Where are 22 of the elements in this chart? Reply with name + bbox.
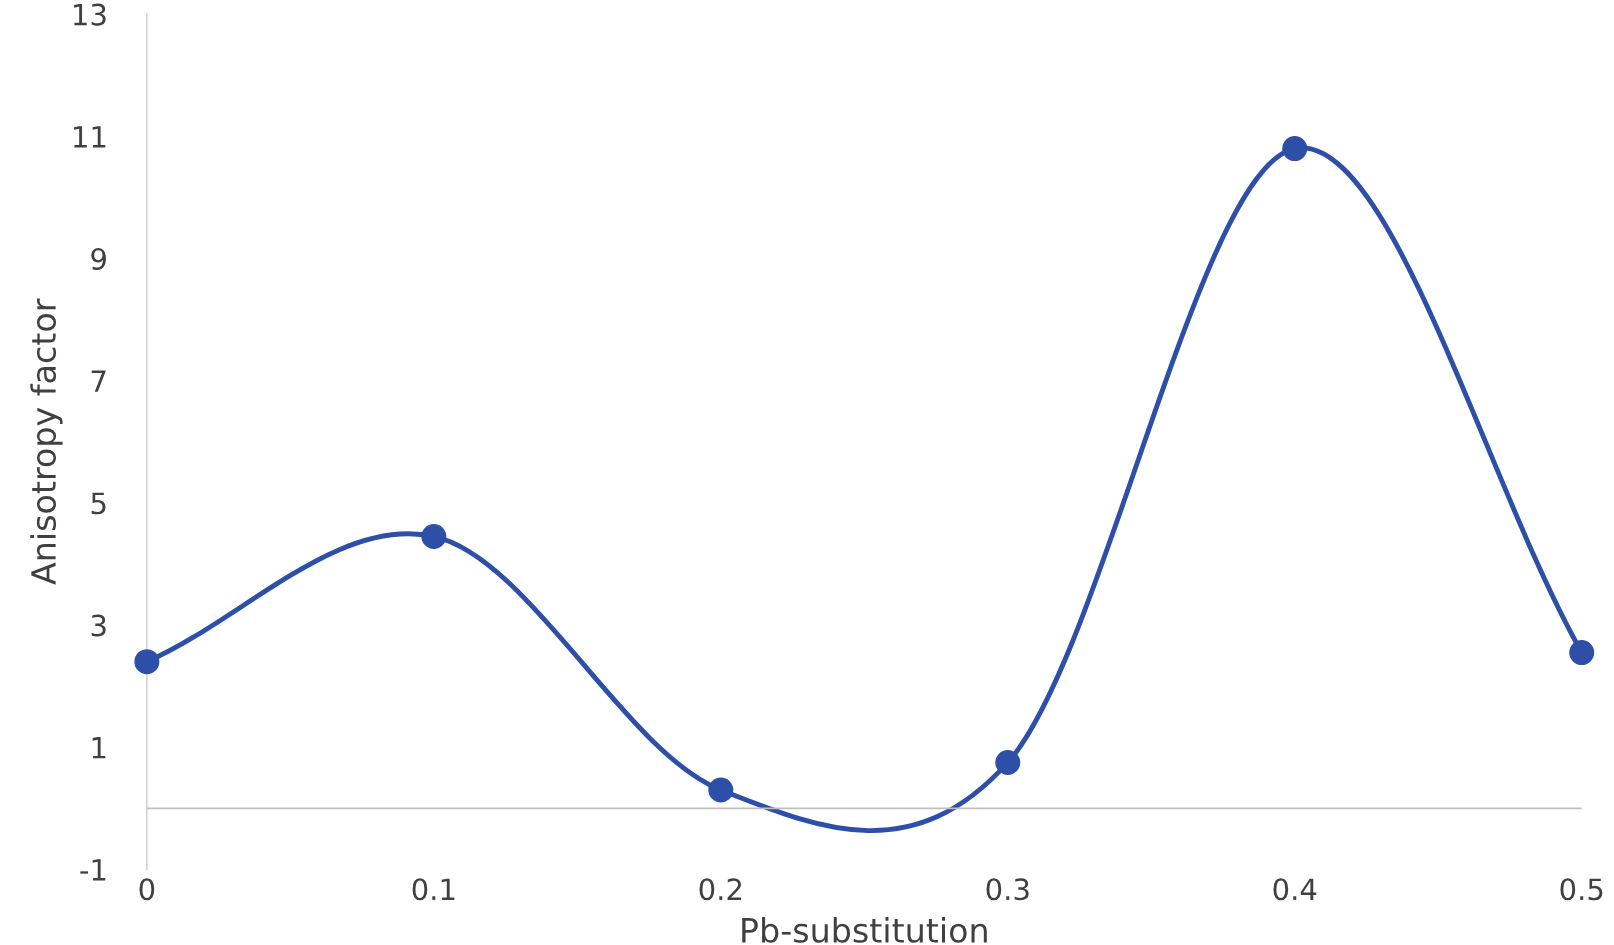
point: [421, 523, 447, 549]
y-tick-label: -1: [80, 859, 106, 881]
point: [134, 649, 160, 675]
point: [1569, 640, 1595, 666]
y-tick-label: 13: [74, 3, 106, 26]
y-tick-label: 3: [91, 614, 106, 637]
x-tick-label: 0.4: [1273, 878, 1317, 901]
x-tick-label: 0.2: [699, 878, 742, 901]
x-tick-label: 0: [139, 878, 155, 901]
y-tick-label: 1: [92, 737, 106, 759]
point: [1282, 136, 1308, 162]
x-tick-label: 0.3: [986, 878, 1029, 901]
y-axis-title: Anisotropy factor: [30, 298, 63, 585]
y-tick-label: 7: [91, 370, 106, 392]
x-axis-title: Pb-substitution: [742, 917, 987, 943]
x-tick-label: 0.5: [1560, 878, 1603, 901]
y-tick-label: 11: [74, 126, 106, 148]
x-tick-label: 0.1: [412, 878, 455, 901]
y-tick-label: 5: [91, 492, 106, 515]
point: [708, 777, 734, 803]
y-tick-label: 9: [91, 247, 106, 271]
point: [995, 749, 1021, 775]
